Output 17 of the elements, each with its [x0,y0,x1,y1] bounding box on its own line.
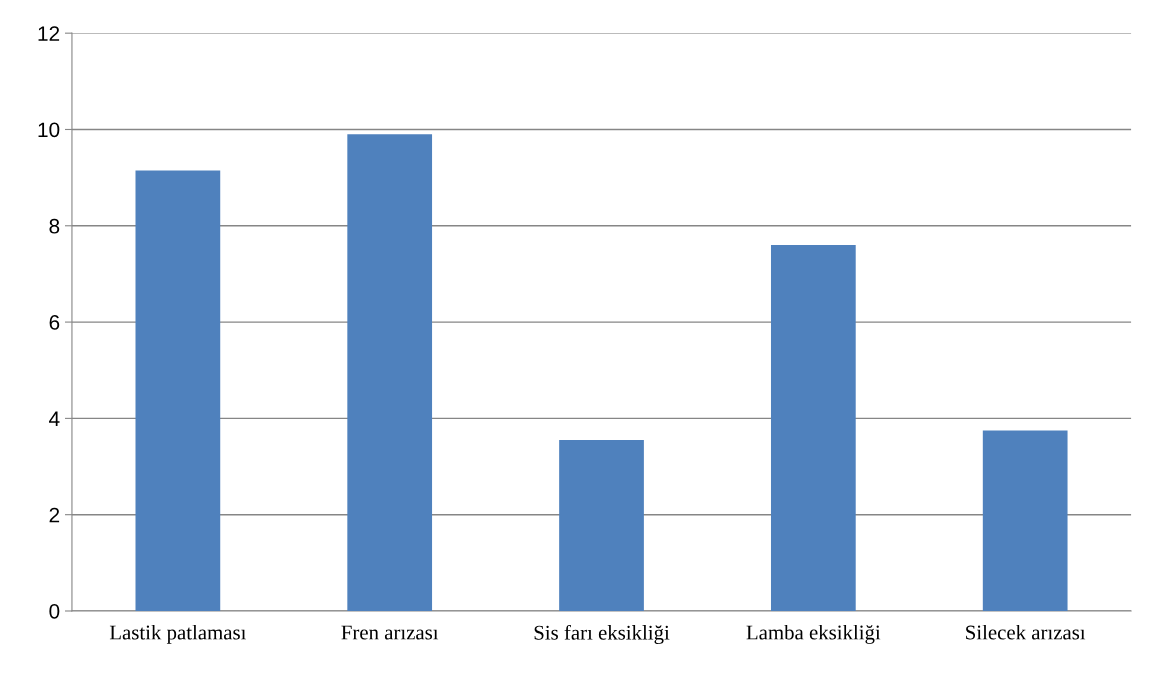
y-tick-label: 2 [49,507,60,523]
bar [347,134,433,611]
x-tick-label: Lastik patlaması [109,624,247,644]
x-tick-label: Sis farı eksikliği [534,624,670,645]
bar [770,245,856,611]
y-tick-label: 10 [38,122,60,138]
bar [982,430,1068,611]
x-tick-label: Lamba eksikliği [746,624,881,644]
x-tick-label: Fren arızası [341,625,439,640]
y-tick-label: 6 [49,315,60,330]
y-tick-label: 0 [49,603,60,619]
bar [135,170,221,611]
y-tick-label: 4 [49,411,60,426]
y-tick-label: 8 [49,218,60,234]
y-tick-label: 12 [38,26,60,41]
x-tick-label: Silecek arızası [966,624,1086,640]
bar [559,440,644,611]
